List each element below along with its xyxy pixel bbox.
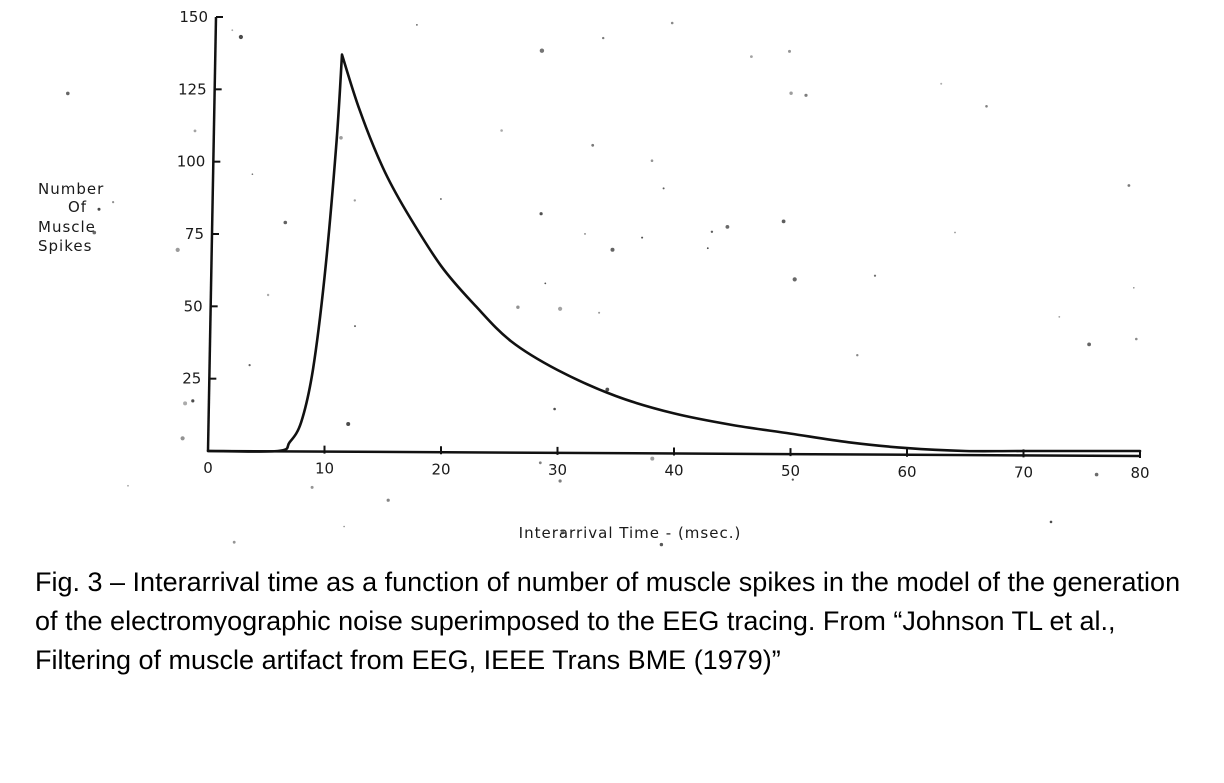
x-tick-label: 20 xyxy=(431,460,450,478)
x-tick-label: 10 xyxy=(315,460,334,478)
noise-speckle xyxy=(112,201,115,204)
noise-speckle xyxy=(605,387,610,392)
noise-speckle xyxy=(238,34,243,40)
x-tick-label: 60 xyxy=(897,463,916,481)
noise-speckle xyxy=(183,401,188,406)
noise-speckle xyxy=(346,422,351,426)
noise-speckle xyxy=(1133,287,1135,289)
noise-speckle xyxy=(856,354,859,357)
noise-speckle xyxy=(650,456,655,461)
noise-speckle xyxy=(516,305,520,309)
noise-speckle xyxy=(792,277,797,282)
y-tick-label: 150 xyxy=(179,8,208,26)
x-tick-label: 70 xyxy=(1014,463,1033,481)
noise-speckle xyxy=(610,247,615,252)
noise-speckle xyxy=(353,199,356,202)
x-tick-label: 0 xyxy=(203,459,213,477)
noise-speckle xyxy=(231,29,234,32)
y-axis-title-line-4: Spikes xyxy=(38,237,93,255)
noise-speckle xyxy=(659,542,664,547)
noise-speckle xyxy=(670,21,674,25)
noise-speckle xyxy=(662,187,665,190)
x-tick-label: 80 xyxy=(1130,464,1149,482)
noise-speckle xyxy=(1127,184,1131,187)
noise-speckle xyxy=(873,274,877,277)
y-tick-label: 75 xyxy=(185,225,204,243)
noise-speckle xyxy=(954,231,956,234)
noise-speckle xyxy=(251,173,254,175)
noise-speckle xyxy=(985,105,988,108)
x-axis-title: Interarrival Time - (msec.) xyxy=(519,524,742,542)
noise-speckle xyxy=(343,525,345,528)
noise-speckle xyxy=(650,159,654,162)
noise-speckle xyxy=(1094,472,1099,477)
noise-speckle xyxy=(232,540,236,544)
noise-speckle xyxy=(1058,316,1061,318)
y-tick-label: 25 xyxy=(182,370,201,388)
noise-speckle xyxy=(641,236,644,239)
noise-speckle xyxy=(500,129,503,132)
y-tick-label: 50 xyxy=(184,297,203,315)
noise-speckle xyxy=(386,498,390,502)
noise-speckle xyxy=(1087,342,1091,347)
y-axis-title-line-1: Number xyxy=(38,180,105,198)
noise-speckle xyxy=(266,293,270,297)
noise-speckle xyxy=(602,36,605,40)
noise-speckle xyxy=(789,91,793,95)
noise-speckle xyxy=(804,93,808,97)
noise-speckle xyxy=(553,407,556,411)
noise-speckle xyxy=(92,230,97,235)
series-line xyxy=(206,53,1142,453)
noise-speckle xyxy=(539,48,545,53)
noise-speckle xyxy=(1135,337,1138,341)
y-axis-title-line-2: Of xyxy=(68,198,88,216)
x-tick-label: 50 xyxy=(781,462,800,480)
noise-speckle xyxy=(283,220,288,225)
chart: 0 10 20 30 40 50 60 70 80 25 50 75 100 125 150 Intera… xyxy=(66,8,1150,547)
noise-speckle xyxy=(584,233,586,235)
noise-speckle xyxy=(591,143,595,147)
x-tick-label: 40 xyxy=(664,462,683,480)
noise-speckle xyxy=(544,282,547,285)
y-tick-label: 125 xyxy=(178,80,207,98)
noise-speckle xyxy=(339,136,343,140)
noise-speckle xyxy=(175,247,180,252)
noise-speckle xyxy=(791,478,794,481)
noise-speckle xyxy=(97,207,101,211)
noise-speckle xyxy=(788,49,791,53)
noise-speckle xyxy=(193,129,197,133)
scan-noise-speckles xyxy=(66,21,1138,547)
noise-speckle xyxy=(750,55,753,58)
noise-speckle xyxy=(940,82,943,85)
y-axis-ticks: 25 50 75 100 125 150 xyxy=(177,8,223,388)
noise-speckle xyxy=(191,399,195,403)
noise-speckle xyxy=(558,306,563,311)
y-tick-label: 100 xyxy=(177,153,206,171)
noise-speckle xyxy=(127,484,129,487)
noise-speckle xyxy=(725,225,730,229)
noise-speckle xyxy=(354,325,356,328)
noise-speckle xyxy=(710,230,714,233)
noise-speckle xyxy=(248,364,251,367)
x-axis-ticks: 0 10 20 30 40 50 60 70 80 xyxy=(203,445,1150,482)
noise-speckle xyxy=(180,436,185,441)
x-tick-label: 30 xyxy=(548,461,567,479)
noise-speckle xyxy=(781,219,786,224)
y-axis-title-line-3: Muscle xyxy=(38,218,96,236)
noise-speckle xyxy=(538,461,542,465)
noise-speckle xyxy=(416,24,418,26)
noise-speckle xyxy=(310,485,314,489)
noise-speckle xyxy=(560,530,565,535)
noise-speckle xyxy=(440,198,442,200)
figure-caption: Fig. 3 – Interarrival time as a function… xyxy=(35,567,1181,675)
noise-speckle xyxy=(539,212,543,216)
noise-speckle xyxy=(1049,520,1053,524)
noise-speckle xyxy=(558,479,562,483)
noise-speckle xyxy=(706,247,709,250)
noise-speckle xyxy=(66,91,70,96)
noise-speckle xyxy=(598,311,601,314)
